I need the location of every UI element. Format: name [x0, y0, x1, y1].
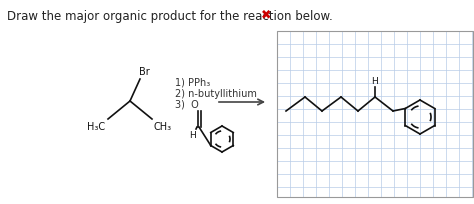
Text: Br: Br: [139, 67, 150, 77]
Text: H: H: [190, 130, 196, 139]
Text: H: H: [372, 77, 378, 86]
Text: Draw the major organic product for the reaction below.: Draw the major organic product for the r…: [7, 10, 333, 23]
Text: 3)  O: 3) O: [175, 100, 199, 110]
Text: CH₃: CH₃: [154, 121, 172, 131]
Text: H₃C: H₃C: [87, 121, 105, 131]
Bar: [277, 32, 473, 197]
Text: 2) n-butyllithium: 2) n-butyllithium: [175, 89, 257, 99]
Text: ✖: ✖: [261, 8, 272, 21]
Text: 1) PPh₃: 1) PPh₃: [175, 78, 210, 88]
